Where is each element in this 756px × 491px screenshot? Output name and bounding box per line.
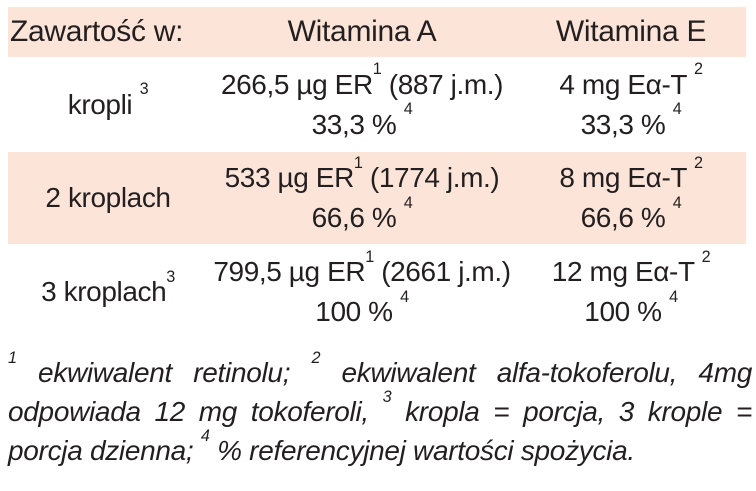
nutrition-table-page: Zawartość w: Witamina A Witamina E kropl… bbox=[0, 7, 756, 491]
footnote-text-4: % referencyjnej wartości spożycia. bbox=[209, 435, 635, 466]
header-vitamin-e: Witamina E bbox=[555, 15, 707, 48]
footnote-ref: 2 bbox=[693, 153, 703, 172]
row-label: 3 kroplach3 bbox=[8, 244, 208, 340]
vitamin-a-amount: 533 µg ER1 (1774 j.m.) bbox=[224, 153, 500, 193]
vitamin-a-amount: 266,5 µg ER1 (887 j.m.) bbox=[220, 60, 504, 100]
table-row-1-drop: kropli 3 266,5 µg ER1 (887 j.m.) 33,3 % … bbox=[8, 57, 746, 152]
vitamin-a-percent: 33,3 % 4 bbox=[311, 100, 413, 140]
vitamin-a-cell: 799,5 µg ER1 (2661 j.m.) 100 % 4 bbox=[208, 244, 516, 340]
row-label-text: kropli 3 bbox=[8, 81, 208, 125]
vitamin-a-percent: 100 % 4 bbox=[315, 287, 409, 327]
vitamin-e-percent: 33,3 % 4 bbox=[580, 100, 682, 140]
footnote-ref: 2 bbox=[693, 60, 703, 79]
footnote-ref: 1 bbox=[353, 153, 363, 172]
vitamin-content-table: Zawartość w: Witamina A Witamina E kropl… bbox=[8, 7, 746, 340]
row-label-value: 3 kroplach bbox=[41, 276, 167, 307]
footnote-ref: 4 bbox=[669, 287, 678, 306]
footnote-ref: 4 bbox=[672, 100, 682, 119]
table-row-3-drops: 3 kroplach3 799,5 µg ER1 (2661 j.m.) 100… bbox=[8, 244, 746, 340]
row-label-value: kropli bbox=[67, 88, 140, 120]
vitamin-a-amount: 799,5 µg ER1 (2661 j.m.) bbox=[213, 247, 511, 287]
footnote-ref: 4 bbox=[400, 287, 409, 306]
row-label-text: 3 kroplach3 bbox=[8, 269, 208, 312]
footnote-ref: 4 bbox=[672, 193, 682, 212]
vitamin-e-amount: 8 mg Eα-T 2 bbox=[559, 153, 703, 193]
footnote-text-2: ekwiwalent alfa-tokoferolu, 4mg odpowiad… bbox=[8, 357, 752, 427]
footnote-ref-3: 3 bbox=[382, 387, 392, 406]
row-label-value: 2 kroplach bbox=[45, 182, 171, 213]
vitamin-a-cell: 533 µg ER1 (1774 j.m.) 66,6 % 4 bbox=[208, 152, 516, 244]
footnote-ref: 2 bbox=[701, 247, 711, 266]
row-label: 2 kroplach bbox=[8, 152, 208, 244]
footnote-ref: 4 bbox=[403, 193, 413, 212]
footnote-ref: 1 bbox=[372, 60, 382, 79]
vitamin-e-cell: 8 mg Eα-T 2 66,6 % 4 bbox=[516, 152, 746, 244]
vitamin-e-cell: 4 mg Eα-T 2 33,3 % 4 bbox=[516, 57, 746, 152]
vitamin-e-amount: 12 mg Eα-T 2 bbox=[551, 247, 711, 287]
vitamin-e-percent: 66,6 % 4 bbox=[580, 193, 682, 233]
table-row-2-drops: 2 kroplach 533 µg ER1 (1774 j.m.) 66,6 %… bbox=[8, 152, 746, 244]
footnote-ref: 4 bbox=[403, 100, 413, 119]
row-label-text: 2 kroplach bbox=[8, 178, 208, 218]
table-header-row: Zawartość w: Witamina A Witamina E bbox=[8, 7, 746, 57]
vitamin-a-percent: 66,6 % 4 bbox=[311, 193, 413, 233]
footnote: 1 ekwiwalent retinolu; 2 ekwiwalent alfa… bbox=[8, 350, 752, 470]
vitamin-e-amount: 4 mg Eα-T 2 bbox=[559, 60, 703, 100]
header-vitamin-a: Witamina A bbox=[287, 15, 437, 48]
header-content-label: Zawartość w: bbox=[10, 15, 184, 48]
footnote-ref-1: 1 bbox=[8, 348, 17, 367]
vitamin-e-percent: 100 % 4 bbox=[584, 287, 678, 327]
footnote-ref: 1 bbox=[365, 247, 374, 266]
row-label-footnote-ref: 3 bbox=[139, 80, 149, 99]
row-label: kropli 3 bbox=[8, 57, 208, 152]
vitamin-e-cell: 12 mg Eα-T 2 100 % 4 bbox=[516, 244, 746, 340]
row-label-footnote-ref: 3 bbox=[166, 267, 175, 286]
footnote-ref-4: 4 bbox=[200, 426, 210, 445]
footnote-ref-2: 2 bbox=[311, 348, 321, 367]
footnote-text-1: ekwiwalent retinolu; bbox=[16, 357, 312, 388]
vitamin-a-cell: 266,5 µg ER1 (887 j.m.) 33,3 % 4 bbox=[208, 57, 516, 152]
footnote-text-3: kropla = porcja, 3 krople = porcja dzien… bbox=[8, 396, 752, 466]
